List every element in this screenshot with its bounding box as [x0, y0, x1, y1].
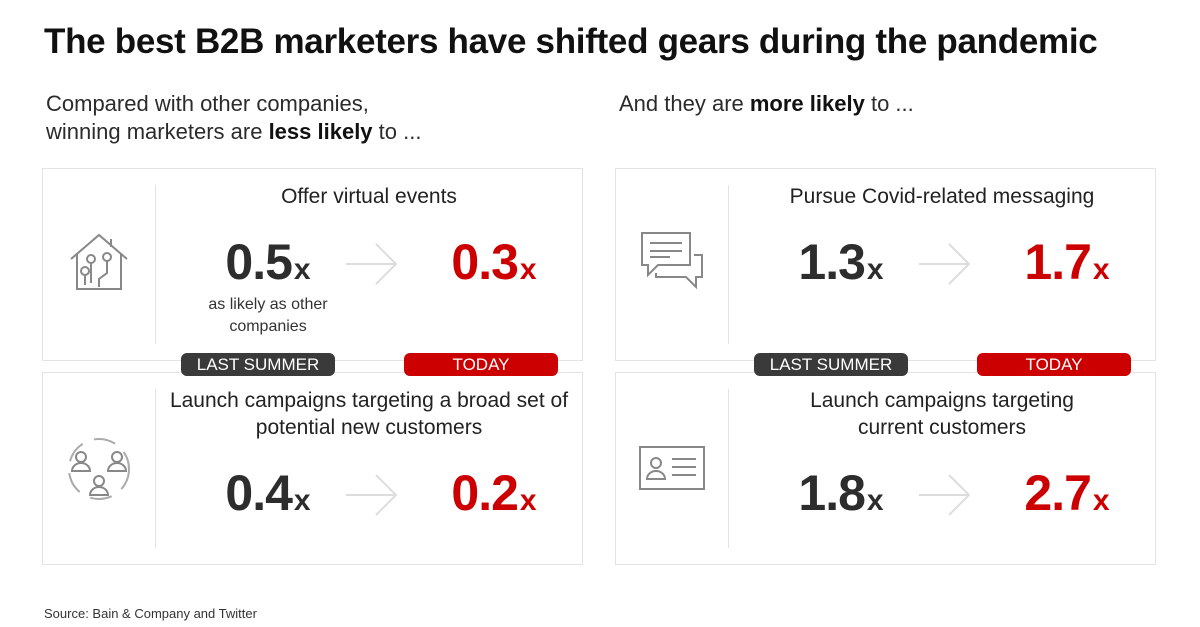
- icon: [636, 433, 708, 505]
- icon-graphic: [68, 438, 130, 500]
- intro-text: And they are: [619, 91, 744, 116]
- card-label: Pursue Covid-related messaging: [789, 185, 1095, 208]
- value-unit: x: [519, 253, 537, 286]
- intro-tail: to ...: [870, 91, 914, 116]
- icon-graphic: [70, 233, 128, 290]
- values: 0.4x 0.2x: [156, 465, 582, 525]
- value-unit: x: [866, 253, 884, 286]
- intro-emphasis: less likely: [268, 119, 373, 144]
- card: Offer virtual events 0.5x 0.3x as likely as…: [42, 168, 583, 361]
- value-number: 0.4: [225, 465, 293, 521]
- value-number: 1.7: [1024, 234, 1092, 290]
- badge-before: LAST SUMMER: [754, 353, 908, 376]
- card-content: Launch campaigns targeting current custo…: [729, 387, 1155, 525]
- icon: [63, 433, 135, 505]
- intro-emphasis: more likely: [749, 91, 865, 116]
- value-number: 1.8: [798, 465, 866, 521]
- card: Pursue Covid-related messaging 1.3x 1.7x: [615, 168, 1156, 361]
- card: Launch campaigns targeting current custo…: [615, 372, 1156, 565]
- card-content: Offer virtual events 0.5x 0.3x as likely as…: [156, 183, 582, 335]
- intro: And they are more likely to ...: [619, 90, 914, 118]
- badge-after: TODAY: [977, 353, 1131, 376]
- value-unit: x: [866, 484, 884, 517]
- card-label: Launch campaigns targeting current custo…: [810, 389, 1074, 439]
- value-before: 0.4x: [188, 465, 348, 529]
- arrow: [344, 473, 400, 522]
- value-after: 2.7x: [987, 465, 1147, 529]
- card-label: Launch campaigns targeting a broad set o…: [169, 389, 569, 439]
- arrow-graphic: [919, 474, 971, 516]
- card-content: Pursue Covid-related messaging 1.3x 1.7x: [729, 183, 1155, 294]
- card-content: Launch campaigns targeting a broad set o…: [156, 387, 582, 525]
- intro-tail: to ...: [378, 119, 422, 144]
- divider: [728, 185, 729, 344]
- arrow: [344, 242, 400, 291]
- value-unit: x: [519, 484, 537, 517]
- card: Launch campaigns targeting a broad set o…: [42, 372, 583, 565]
- card-label: Offer virtual events: [281, 185, 457, 208]
- value-number: 0.3: [451, 234, 519, 290]
- arrow: [917, 473, 973, 522]
- value-number: 2.7: [1024, 465, 1092, 521]
- values: 1.8x 2.7x: [729, 465, 1155, 525]
- icon: [636, 225, 708, 297]
- value-unit: x: [293, 253, 311, 286]
- arrow-graphic: [346, 474, 398, 516]
- title: The best B2B marketers have shifted gear…: [44, 22, 1098, 61]
- value-after: 0.3x: [414, 234, 574, 298]
- values: 0.5x 0.3x as likely as other companies: [156, 234, 582, 335]
- value-before: 0.5x: [188, 234, 348, 298]
- arrow-graphic: [346, 243, 398, 285]
- intro: Compared with other companies, winning ma…: [46, 90, 421, 146]
- intro-text: Compared with other companies,: [46, 91, 369, 116]
- icon-graphic: [641, 232, 703, 290]
- values: 1.3x 1.7x: [729, 234, 1155, 294]
- icon-graphic: [639, 446, 705, 490]
- value-number: 0.2: [451, 465, 519, 521]
- source: Source: Bain & Company and Twitter: [44, 606, 257, 621]
- value-before: 1.3x: [761, 234, 921, 298]
- badge-before: LAST SUMMER: [181, 353, 335, 376]
- value-after: 0.2x: [414, 465, 574, 529]
- badge-after: TODAY: [404, 353, 558, 376]
- intro-text: winning marketers are: [46, 119, 263, 144]
- value-number: 1.3: [798, 234, 866, 290]
- icon: [63, 225, 135, 297]
- divider: [155, 389, 156, 548]
- value-unit: x: [1092, 484, 1110, 517]
- divider: [728, 389, 729, 548]
- value-unit: x: [1092, 253, 1110, 286]
- value-before: 1.8x: [761, 465, 921, 529]
- arrow: [917, 242, 973, 291]
- arrow-graphic: [919, 243, 971, 285]
- note: as likely as other companies: [208, 296, 328, 335]
- divider: [155, 185, 156, 344]
- value-number: 0.5: [225, 234, 293, 290]
- value-after: 1.7x: [987, 234, 1147, 298]
- value-unit: x: [293, 484, 311, 517]
